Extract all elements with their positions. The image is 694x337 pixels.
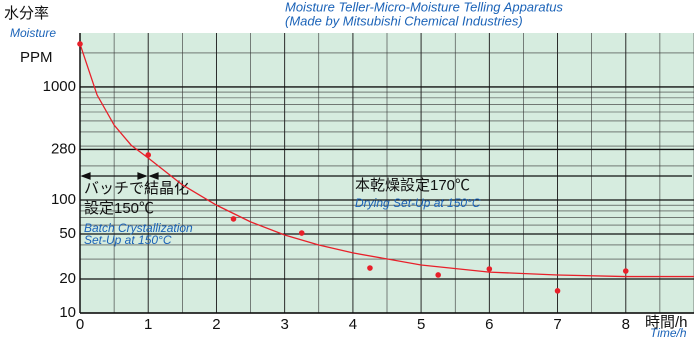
- x-tick-label: 2: [212, 316, 220, 333]
- data-point: [77, 41, 83, 47]
- x-tick-label: 1: [144, 316, 152, 333]
- annotation: Set-Up at 150°C: [84, 233, 172, 247]
- phase-arrows: [80, 166, 692, 186]
- data-point: [367, 265, 373, 271]
- y-label-en: Moisture: [10, 26, 56, 40]
- chart-subtitle: (Made by Mitsubishi Chemical Industries): [285, 13, 523, 28]
- x-label: 時間/h: [645, 314, 688, 331]
- y-tick-label: 10: [59, 304, 76, 321]
- y-unit: PPM: [20, 49, 53, 66]
- arrow-head: [148, 172, 159, 180]
- annotation: Drying Set-Up at 150°C: [355, 196, 481, 210]
- y-tick-label: 1000: [43, 78, 76, 95]
- data-point: [554, 288, 561, 294]
- annotation: 本乾燥設定170℃: [355, 177, 470, 194]
- arrow-head: [137, 172, 148, 180]
- x-tick-label: 4: [349, 316, 357, 333]
- y-tick-label: 100: [51, 191, 76, 208]
- annotation: バッチで結晶化: [84, 180, 189, 197]
- x-tick-label: 5: [417, 316, 425, 333]
- x-tick-label: 0: [76, 316, 84, 333]
- x-tick-label: 8: [622, 316, 630, 333]
- y-label: 水分率: [4, 5, 49, 22]
- arrow-head: [80, 172, 91, 180]
- data-point: [230, 216, 237, 222]
- x-tick-label: 3: [280, 316, 288, 333]
- y-tick-label: 20: [59, 270, 76, 287]
- data-point: [622, 268, 629, 274]
- data-point: [435, 272, 441, 278]
- x-tick-label: 7: [553, 316, 561, 333]
- annotation: 設定150℃: [84, 200, 154, 217]
- data-point: [145, 152, 152, 158]
- y-tick-label: 50: [59, 225, 76, 242]
- annotation: Batch Crystallization: [84, 221, 193, 235]
- data-point: [486, 266, 493, 272]
- x-label-en: Time/h: [650, 326, 687, 337]
- y-tick-label: 280: [51, 140, 76, 157]
- fit-curve: [79, 43, 694, 278]
- chart-title: Moisture Teller-Micro-Moisture Telling A…: [285, 0, 563, 14]
- x-tick-label: 6: [485, 316, 493, 333]
- data-point: [298, 230, 305, 236]
